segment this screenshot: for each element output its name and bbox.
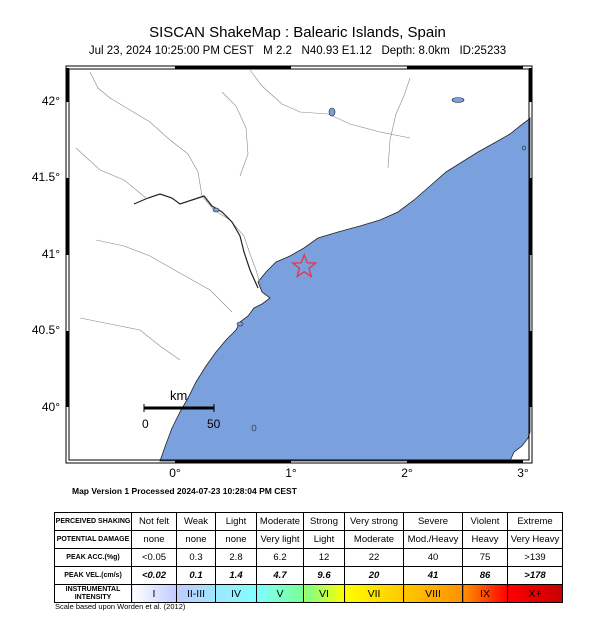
legend-cell: Strong — [303, 512, 345, 531]
legend-cell: Violent — [462, 512, 508, 531]
y-tick-41: 41° — [41, 247, 60, 261]
event-date: Jul 23, 2024 10:25:00 PM CEST — [88, 45, 254, 57]
legend-cell: <0.02 — [131, 566, 177, 585]
legend-cell: Moderate — [344, 530, 404, 549]
legend-cell: >139 — [507, 548, 563, 567]
legend-cell: 22 — [344, 548, 404, 567]
legend-cell: Severe — [403, 512, 463, 531]
legend-cell: 12 — [303, 548, 345, 567]
legend-cell: 75 — [462, 548, 508, 567]
intensity-cell: X+ — [507, 584, 563, 603]
legend-cell: >178 — [507, 566, 563, 585]
intensity-cell: II-III — [176, 584, 216, 603]
x-tick-0: 0° — [169, 466, 181, 480]
event-location: N40.93 E1.12 — [301, 45, 372, 57]
x-tick-1: 1° — [285, 466, 297, 480]
legend-cell: 2.8 — [215, 548, 257, 567]
intensity-cell: VI — [303, 584, 345, 603]
legend-cell: Very strong — [344, 512, 404, 531]
shakemap: km 0 50 — [65, 65, 533, 464]
map-frame-inner — [68, 68, 530, 461]
legend-row-intensity: INSTRUMENTAL INTENSITY I II-III IV V VI … — [54, 584, 563, 603]
legend-cell: <0.05 — [131, 548, 177, 567]
legend-cell: 1.4 — [215, 566, 257, 585]
legend-cell: Mod./Heavy — [403, 530, 463, 549]
y-tick-40: 40° — [41, 400, 60, 414]
legend-row-vel: PEAK VEL.(cm/s) <0.02 0.1 1.4 4.7 9.6 20… — [54, 566, 563, 585]
legend-row-damage: POTENTIAL DAMAGE none none none Very lig… — [54, 530, 563, 549]
legend-label: INSTRUMENTAL INTENSITY — [54, 584, 132, 603]
legend-cell: Extreme — [507, 512, 563, 531]
legend-cell: none — [215, 530, 257, 549]
legend-cell: 40 — [403, 548, 463, 567]
legend-cell: 20 — [344, 566, 404, 585]
y-tick-41-5: 41.5° — [31, 170, 60, 184]
event-depth: Depth: 8.0km — [381, 45, 450, 57]
legend-cell: 6.2 — [256, 548, 304, 567]
legend-cell: Moderate — [256, 512, 304, 531]
legend-row-shaking: PERCEIVED SHAKING Not felt Weak Light Mo… — [54, 512, 563, 531]
epicenter-star-icon — [290, 252, 318, 279]
frame-ticks — [66, 66, 532, 463]
legend-cell: Not felt — [131, 512, 177, 531]
legend-label: PEAK VEL.(cm/s) — [54, 566, 132, 585]
legend-cell: none — [176, 530, 216, 549]
legend-cell: 4.7 — [256, 566, 304, 585]
legend-cell: Light — [215, 512, 257, 531]
legend-cell: 0.3 — [176, 548, 216, 567]
event-info: Jul 23, 2024 10:25:00 PM CEST M 2.2 N40.… — [0, 45, 595, 57]
legend-label: POTENTIAL DAMAGE — [54, 530, 132, 549]
intensity-cell: IV — [215, 584, 257, 603]
legend-label: PERCEIVED SHAKING — [54, 512, 132, 531]
scale-note: Scale based upon Worden et al. (2012) — [55, 602, 186, 611]
map-frame-outer — [65, 65, 533, 464]
rivers — [75, 69, 411, 361]
y-tick-40-5: 40.5° — [31, 323, 60, 337]
legend-cell: Very Heavy — [507, 530, 563, 549]
legend-cell: 9.6 — [303, 566, 345, 585]
intensity-cell: I — [131, 584, 177, 603]
ebro-river — [133, 193, 259, 289]
y-tick-42: 42° — [41, 94, 60, 108]
scale-bar-start: 0 — [142, 417, 149, 431]
legend-cell: none — [131, 530, 177, 549]
x-tick-2: 2° — [401, 466, 413, 480]
legend-cell: Weak — [176, 512, 216, 531]
scale-bar: km 0 50 — [142, 388, 221, 431]
intensity-legend: PERCEIVED SHAKING Not felt Weak Light Mo… — [54, 512, 563, 603]
legend-cell: 0.1 — [176, 566, 216, 585]
scale-bar-end: 50 — [207, 417, 221, 431]
legend-row-acc: PEAK ACC.(%g) <0.05 0.3 2.8 6.2 12 22 40… — [54, 548, 563, 567]
intensity-cell: VII — [344, 584, 404, 603]
legend-label: PEAK ACC.(%g) — [54, 548, 132, 567]
scale-bar-unit: km — [170, 388, 187, 403]
map-title: SISCAN ShakeMap : Balearic Islands, Spai… — [149, 24, 446, 41]
legend-cell: 41 — [403, 566, 463, 585]
x-tick-3: 3° — [517, 466, 529, 480]
intensity-cell: VIII — [403, 584, 463, 603]
legend-cell: 86 — [462, 566, 508, 585]
legend-cell: Very light — [256, 530, 304, 549]
map-version: Map Version 1 Processed 2024-07-23 10:28… — [72, 486, 297, 496]
event-id: ID:25233 — [459, 45, 507, 57]
intensity-cell: V — [256, 584, 304, 603]
legend-cell: Light — [303, 530, 345, 549]
event-magnitude: M 2.2 — [263, 45, 292, 57]
sea-area — [159, 117, 531, 462]
reservoirs — [212, 97, 526, 432]
intensity-cell: IX — [462, 584, 508, 603]
legend-cell: Heavy — [462, 530, 508, 549]
